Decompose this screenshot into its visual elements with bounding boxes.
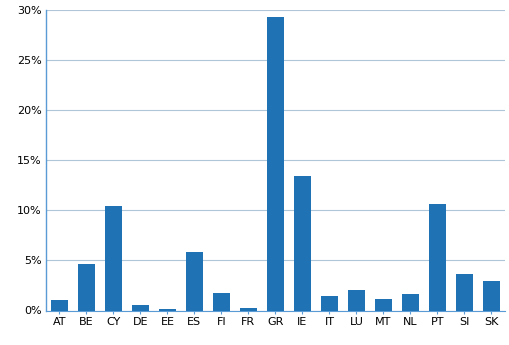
- Bar: [50, 300, 68, 310]
- Bar: [320, 296, 337, 311]
- Bar: [266, 17, 284, 310]
- Bar: [374, 299, 391, 310]
- Bar: [104, 206, 122, 310]
- Bar: [239, 308, 257, 310]
- Bar: [347, 290, 364, 310]
- Bar: [482, 282, 499, 310]
- Bar: [401, 295, 418, 310]
- Bar: [185, 253, 203, 310]
- Bar: [212, 294, 230, 310]
- Bar: [428, 205, 445, 310]
- Bar: [455, 275, 472, 310]
- Bar: [293, 176, 310, 310]
- Bar: [77, 265, 95, 310]
- Bar: [131, 306, 149, 310]
- Bar: [158, 309, 176, 311]
